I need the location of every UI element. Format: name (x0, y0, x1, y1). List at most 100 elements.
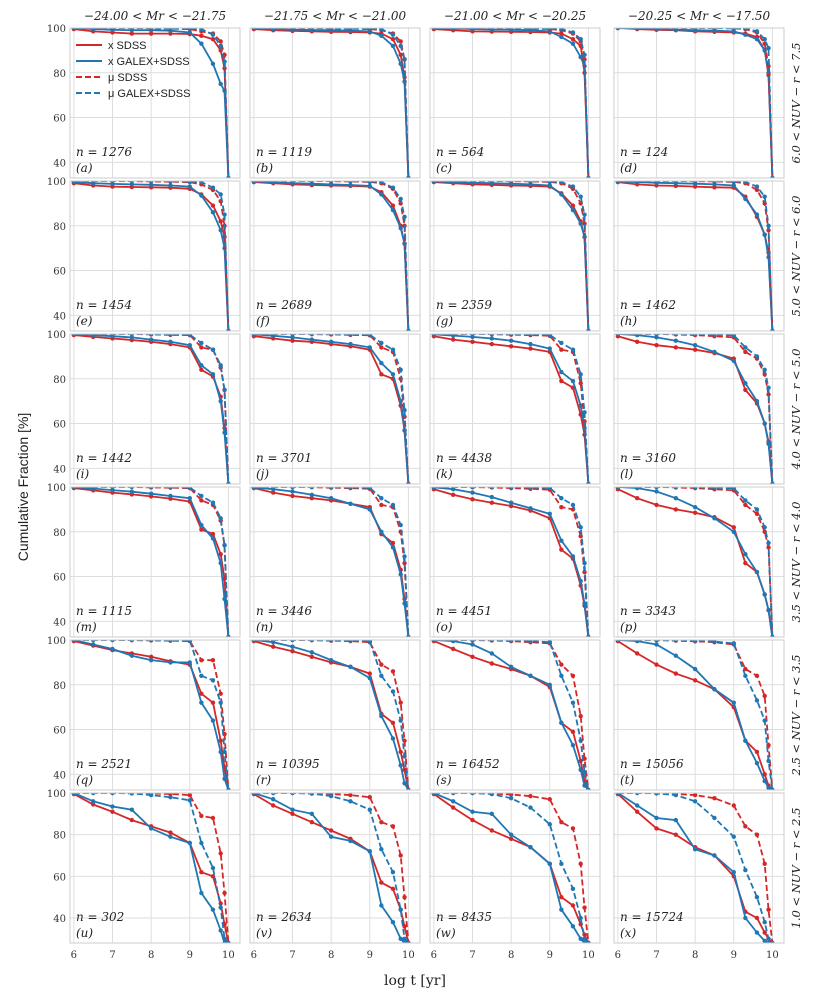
data-point (766, 936, 771, 942)
series-line (617, 487, 774, 637)
data-point (90, 793, 96, 796)
series-line (253, 28, 410, 178)
data-point (348, 640, 353, 643)
data-point (754, 212, 760, 217)
data-point (634, 640, 640, 643)
data-point (754, 915, 760, 921)
panel-frame (69, 180, 241, 332)
data-point (348, 664, 353, 670)
panel: n = 15056 (t) (613, 639, 785, 791)
data-point (712, 334, 717, 337)
data-point (570, 41, 576, 46)
panel-letter-label: (l) (620, 467, 634, 481)
data-point (634, 793, 640, 796)
data-point (251, 640, 257, 643)
data-point (528, 334, 533, 337)
data-point (390, 32, 396, 37)
data-point (559, 504, 564, 510)
data-point (328, 657, 334, 663)
data-point (290, 493, 295, 499)
y-tick-label: 40 (53, 914, 66, 925)
sample-size-label: n = 16452 (436, 757, 500, 771)
data-point (762, 938, 767, 943)
data-point (328, 181, 334, 184)
sample-size-label: n = 2359 (436, 298, 492, 312)
data-point (110, 334, 115, 337)
series-line (253, 640, 410, 790)
sample-size-label: n = 302 (76, 910, 124, 924)
data-point (199, 340, 204, 346)
panel-background (70, 640, 240, 790)
data-point (129, 31, 135, 36)
series-line (617, 181, 774, 331)
data-point (578, 54, 583, 60)
y-tick-label: 40 (53, 617, 66, 628)
data-point (673, 671, 679, 676)
y-tick-label: 60 (53, 420, 66, 431)
data-point (148, 182, 154, 188)
data-point (210, 61, 216, 67)
data-point (148, 337, 154, 342)
plot-area (431, 640, 591, 790)
data-point (766, 545, 771, 550)
data-point (508, 664, 514, 670)
data-point (570, 502, 576, 508)
data-point (766, 228, 771, 233)
panel-frame (429, 486, 601, 638)
data-point (129, 653, 135, 658)
panel: 40 60 80 100 6 7 8 9 10 n = 302 (u) (47, 789, 241, 961)
data-point (328, 339, 334, 345)
data-point (379, 819, 384, 825)
data-point (528, 844, 533, 850)
data-point (489, 661, 495, 666)
data-point (402, 554, 407, 559)
data-point (199, 181, 204, 185)
data-point (187, 840, 192, 846)
data-point (489, 500, 495, 505)
sample-size-label: n = 2521 (76, 757, 132, 771)
data-point (450, 793, 456, 796)
data-point (712, 640, 717, 644)
plot-area (251, 28, 411, 178)
data-point (528, 181, 533, 184)
panel-letter-label: (t) (620, 773, 635, 787)
data-point (148, 640, 154, 643)
y-tick-label: 80 (53, 681, 66, 692)
data-point (348, 501, 353, 506)
data-point (367, 28, 372, 31)
data-point (673, 338, 679, 343)
data-point (528, 28, 533, 31)
data-point (309, 492, 315, 498)
data-point (210, 678, 216, 683)
data-point (199, 813, 204, 819)
series-line (433, 181, 590, 331)
plot-area (431, 181, 591, 331)
data-point (251, 181, 257, 184)
data-point (210, 865, 216, 871)
data-point (508, 500, 514, 505)
data-point (168, 493, 173, 499)
data-point (578, 713, 583, 719)
x-tick-label: 9 (731, 950, 737, 961)
data-point (199, 33, 204, 39)
data-point (489, 828, 495, 833)
data-point (489, 334, 495, 337)
data-point (578, 936, 583, 942)
data-point (762, 525, 767, 530)
panel-background (250, 487, 420, 637)
data-point (754, 894, 760, 900)
data-point (398, 52, 403, 58)
y-tick-label: 100 (47, 330, 66, 341)
data-point (110, 809, 115, 814)
data-point (270, 334, 276, 337)
panel-letter-label: (u) (76, 926, 93, 940)
data-point (398, 367, 403, 373)
panel-letter-label: (i) (76, 467, 90, 481)
data-point (766, 785, 771, 790)
x-tick-label: 9 (547, 950, 553, 961)
data-point (348, 182, 353, 188)
data-point (290, 793, 295, 796)
plot-area (251, 640, 411, 790)
data-point (489, 793, 495, 797)
data-point (187, 495, 192, 501)
